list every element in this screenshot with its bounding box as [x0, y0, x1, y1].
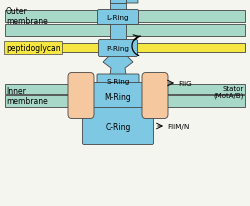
FancyBboxPatch shape: [68, 73, 94, 119]
Text: L-Ring: L-Ring: [107, 15, 129, 21]
Text: Stator
(MotA/B): Stator (MotA/B): [214, 85, 244, 99]
FancyBboxPatch shape: [110, 0, 126, 4]
FancyBboxPatch shape: [131, 44, 245, 53]
FancyBboxPatch shape: [98, 40, 138, 57]
Polygon shape: [103, 56, 133, 76]
Text: FliG: FliG: [178, 81, 192, 87]
Text: M-Ring: M-Ring: [105, 92, 132, 101]
FancyBboxPatch shape: [5, 96, 245, 108]
Text: Outer
membrane: Outer membrane: [6, 7, 48, 26]
Polygon shape: [110, 0, 138, 4]
FancyBboxPatch shape: [5, 85, 245, 95]
FancyBboxPatch shape: [5, 25, 245, 37]
FancyBboxPatch shape: [5, 11, 245, 23]
Text: Inner
membrane: Inner membrane: [6, 86, 48, 106]
FancyBboxPatch shape: [98, 11, 138, 25]
Text: S-Ring: S-Ring: [106, 79, 130, 85]
FancyBboxPatch shape: [110, 0, 126, 11]
Text: P-Ring: P-Ring: [106, 46, 130, 52]
FancyBboxPatch shape: [142, 73, 168, 119]
FancyBboxPatch shape: [82, 108, 154, 145]
FancyBboxPatch shape: [97, 75, 139, 89]
Text: C-Ring: C-Ring: [105, 122, 131, 131]
FancyBboxPatch shape: [90, 83, 148, 110]
Text: peptidoglycan: peptidoglycan: [6, 44, 61, 53]
FancyBboxPatch shape: [5, 44, 105, 53]
FancyBboxPatch shape: [110, 11, 126, 53]
Text: FliM/N: FliM/N: [167, 123, 190, 129]
